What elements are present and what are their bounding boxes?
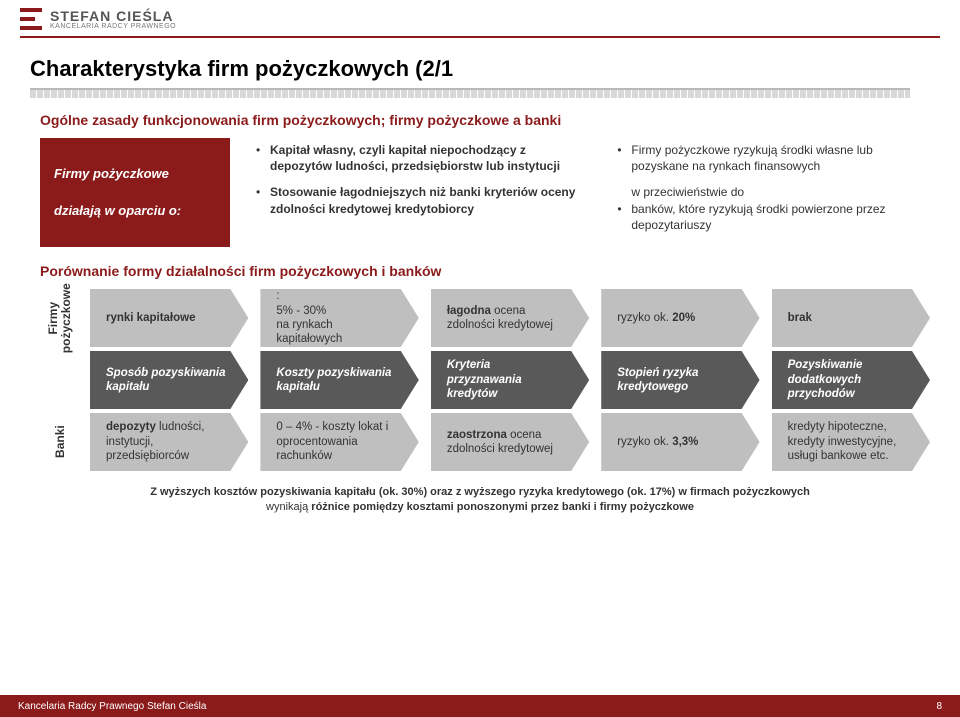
comparison-flow: Firmypożyczkowe rynki kapitałowe : 5% - … <box>0 289 960 471</box>
chev-r2-c4: Stopień ryzyka kredytowego <box>601 351 759 409</box>
row-label-empty <box>30 351 90 409</box>
chev-r3-c3: zaostrzona ocena zdolności kredytowej <box>431 413 589 471</box>
section2-heading: Porównanie formy działalności firm pożyc… <box>40 263 960 279</box>
chev-r1-c5: brak <box>772 289 930 347</box>
chev-r3-c2: 0 – 4% - koszty lokat i oprocentowania r… <box>260 413 418 471</box>
page-footer: Kancelaria Radcy Prawnego Stefan Cieśla … <box>0 695 960 717</box>
footer-page-number: 8 <box>936 701 942 712</box>
vlabel-firms: Firmypożyczkowe <box>47 283 73 353</box>
chev-r1-c3: łagodna ocena zdolności kredytowej <box>431 289 589 347</box>
chev-r1-c4: ryzyko ok. 20% <box>601 289 759 347</box>
col1-bullet-1: Kapitał własny, czyli kapitał niepochodz… <box>256 142 583 174</box>
col2-sub: w przeciwieństwie do <box>617 184 912 200</box>
chev-r2-c1: Sposób pozyskiwania kapitału <box>90 351 248 409</box>
page-title: Charakterystyka firm pożyczkowych (2/1 <box>30 56 960 82</box>
chev-r1-c2: : 5% - 30% na rynkach kapitałowych <box>260 289 418 347</box>
chev-r3-c1: depozyty ludności, instytucji, przedsięb… <box>90 413 248 471</box>
logo-text: STEFAN CIEŚLA KANCELARIA RADCY PRAWNEGO <box>50 9 176 30</box>
brand-subtitle: KANCELARIA RADCY PRAWNEGO <box>50 23 176 30</box>
bullet-column-2: Firmy pożyczkowe ryzykują środki własne … <box>609 138 920 247</box>
chev-r2-c5: Pozyskiwanie dodatkowych przychodów <box>772 351 930 409</box>
chev-r3-c5: kredyty hipoteczne, kredyty inwestycyjne… <box>772 413 930 471</box>
bullet-column-1: Kapitał własny, czyli kapitał niepochodz… <box>248 138 591 247</box>
top-info-row: Firmy pożyczkowe działają w oparciu o: K… <box>0 138 960 263</box>
brand-header: STEFAN CIEŚLA KANCELARIA RADCY PRAWNEGO <box>0 0 960 34</box>
chev-r1-c1: rynki kapitałowe <box>90 289 248 347</box>
vlabel-banks: Banki <box>53 426 66 459</box>
chev-r3-c4: ryzyko ok. 3,3% <box>601 413 759 471</box>
footer-left: Kancelaria Radcy Prawnego Stefan Cieśla <box>18 701 206 712</box>
col2-bullet-1: Firmy pożyczkowe ryzykują środki własne … <box>617 142 912 174</box>
section1-heading: Ogólne zasady funkcjonowania firm pożycz… <box>40 112 960 128</box>
flow-row-banks: Banki depozyty ludności, instytucji, prz… <box>30 413 930 471</box>
col2-bullet-2: banków, które ryzykują środki powierzone… <box>617 201 912 233</box>
title-underline <box>30 88 910 98</box>
flow-row-categories: Sposób pozyskiwania kapitału Koszty pozy… <box>30 351 930 409</box>
row-label-firms: Firmypożyczkowe <box>30 289 90 347</box>
footnote: Z wyższych kosztów pozyskiwania kapitału… <box>40 485 920 516</box>
chev-r2-c2: Koszty pozyskiwania kapitału <box>260 351 418 409</box>
flow-row-firms: Firmypożyczkowe rynki kapitałowe : 5% - … <box>30 289 930 347</box>
col1-bullet-2: Stosowanie łagodniejszych niż banki kryt… <box>256 184 583 216</box>
chev-r2-c3: Kryteria przyznawania kredytów <box>431 351 589 409</box>
red-callout: Firmy pożyczkowe działają w oparciu o: <box>40 138 230 247</box>
logo-icon <box>20 8 42 30</box>
brand-name: STEFAN CIEŚLA <box>50 9 176 23</box>
header-rule <box>20 36 940 38</box>
red-callout-line2: działają w oparciu o: <box>54 202 216 220</box>
row-label-banks: Banki <box>30 413 90 471</box>
red-callout-line1: Firmy pożyczkowe <box>54 165 216 183</box>
